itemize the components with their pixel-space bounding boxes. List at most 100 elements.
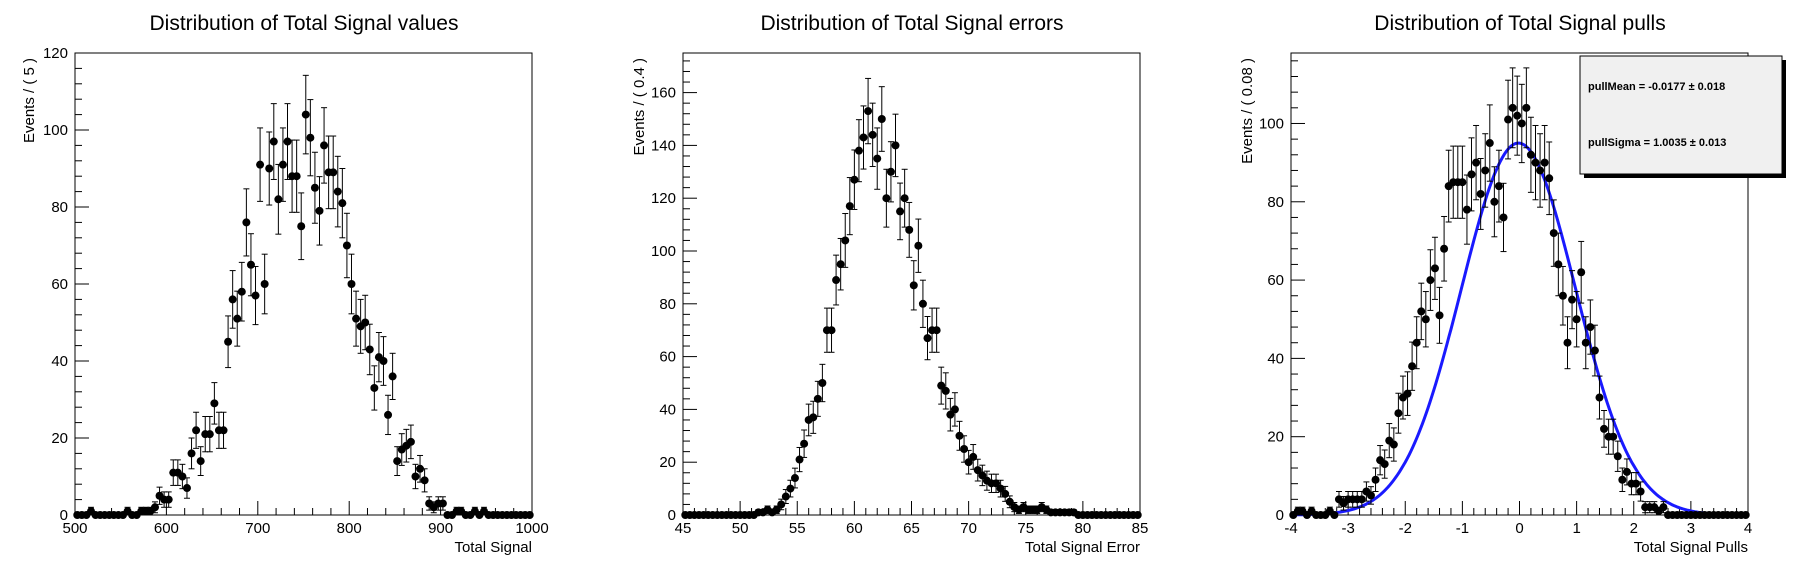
data-point xyxy=(1572,315,1581,324)
data-point xyxy=(251,291,260,300)
data-point xyxy=(1636,487,1645,496)
data-point xyxy=(1618,475,1627,484)
x-tick-label: 4 xyxy=(1744,520,1752,537)
data-point xyxy=(292,172,301,181)
data-point xyxy=(832,276,841,285)
data-point xyxy=(1508,103,1517,112)
data-point xyxy=(1394,409,1403,418)
data-point xyxy=(333,187,342,196)
x-tick-label: 50 xyxy=(732,520,749,537)
data-point xyxy=(877,115,886,123)
data-point xyxy=(795,455,804,464)
x-tick-label: 2 xyxy=(1630,520,1638,537)
data-point xyxy=(841,236,850,245)
data-point xyxy=(1412,338,1421,347)
data-point xyxy=(1600,424,1609,433)
data-point xyxy=(1581,338,1590,347)
y-tick-label: 40 xyxy=(1267,350,1284,367)
data-point xyxy=(923,334,932,343)
data-point xyxy=(786,484,795,493)
x-tick-label: -4 xyxy=(1284,520,1297,537)
data-point xyxy=(384,410,393,419)
data-point xyxy=(868,130,877,139)
y-tick-label: 40 xyxy=(659,401,676,418)
data-point xyxy=(914,241,923,250)
x-tick-label: -1 xyxy=(1456,520,1469,537)
y-tick-label: 80 xyxy=(1267,194,1284,211)
y-tick-label: 80 xyxy=(659,296,676,313)
data-point xyxy=(1403,389,1412,398)
data-point xyxy=(205,430,214,439)
data-point xyxy=(845,202,854,211)
data-point xyxy=(896,207,905,216)
data-point xyxy=(1558,291,1567,300)
data-point xyxy=(411,472,420,481)
data-point xyxy=(150,503,159,512)
data-point xyxy=(964,458,973,467)
x-tick-label: 60 xyxy=(846,520,863,537)
x-tick-label: 500 xyxy=(62,520,87,537)
chart-title: Distribution of Total Signal pulls xyxy=(1374,12,1665,35)
data-point xyxy=(1540,158,1549,167)
data-point xyxy=(1380,460,1389,469)
data-point xyxy=(1366,491,1375,500)
data-point xyxy=(260,280,269,288)
data-point xyxy=(1417,307,1426,316)
data-point xyxy=(365,345,374,354)
x-axis-label: Total Signal Error xyxy=(1025,539,1140,556)
data-point xyxy=(406,437,415,446)
data-point xyxy=(1554,260,1563,269)
x-tick-label: -2 xyxy=(1399,520,1412,537)
data-point xyxy=(836,260,845,269)
data-point xyxy=(297,222,306,231)
data-point xyxy=(932,326,941,335)
data-point xyxy=(182,484,191,493)
data-point xyxy=(1485,139,1494,148)
data-point xyxy=(192,426,201,435)
data-point xyxy=(315,206,324,215)
data-point xyxy=(772,505,781,514)
data-point xyxy=(228,295,237,304)
data-point xyxy=(274,195,283,204)
data-point xyxy=(525,511,534,519)
data-point xyxy=(809,413,818,422)
panel-signal-values: Distribution of Total Signal values Tota… xyxy=(21,12,549,556)
data-point xyxy=(338,199,347,208)
data-point xyxy=(1371,475,1380,484)
x-tick-label: 900 xyxy=(428,520,453,537)
data-point xyxy=(960,445,969,453)
data-point xyxy=(1476,189,1485,198)
x-tick-label: 80 xyxy=(1075,520,1092,537)
stats-line: pullSigma = 1.0035 ± 0.013 xyxy=(1588,137,1726,149)
data-point xyxy=(937,381,946,390)
data-point xyxy=(329,168,338,177)
data-point xyxy=(242,218,251,227)
chart-title: Distribution of Total Signal errors xyxy=(760,12,1063,35)
plot-frame xyxy=(74,52,533,516)
y-axis-label: Events / ( 0.08 ) xyxy=(1239,58,1256,164)
y-tick-label: 140 xyxy=(651,137,676,154)
data-point xyxy=(438,499,447,508)
data-point xyxy=(306,133,315,142)
data-point xyxy=(1741,511,1750,519)
x-tick-label: 1 xyxy=(1572,520,1580,537)
data-point xyxy=(1590,346,1599,355)
data-point xyxy=(882,194,891,203)
data-point xyxy=(196,457,205,466)
data-point xyxy=(1563,338,1572,347)
data-point xyxy=(164,495,173,504)
data-point xyxy=(850,175,859,184)
data-point xyxy=(909,281,918,290)
data-point xyxy=(827,326,836,335)
data-point xyxy=(1526,150,1535,159)
data-point xyxy=(1389,440,1398,449)
data-point xyxy=(1504,115,1513,124)
y-tick-label: 0 xyxy=(668,507,676,524)
x-tick-label: 1000 xyxy=(515,520,548,537)
data-point xyxy=(790,474,799,483)
data-point xyxy=(1659,503,1668,512)
x-tick-label: 0 xyxy=(1515,520,1523,537)
y-tick-label: 20 xyxy=(51,430,68,447)
data-point xyxy=(1481,166,1490,175)
